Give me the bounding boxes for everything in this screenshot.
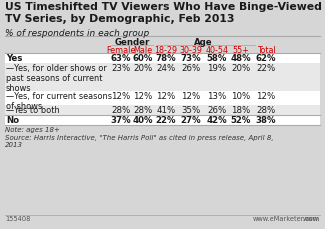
Text: 55+: 55+ <box>233 46 250 55</box>
Bar <box>5 105 320 115</box>
Text: 52%: 52% <box>231 116 251 125</box>
Text: 12%: 12% <box>256 92 276 101</box>
Text: 41%: 41% <box>156 106 176 115</box>
Text: Total: Total <box>257 46 275 55</box>
Text: —Yes, for older shows or
past seasons of current
shows: —Yes, for older shows or past seasons of… <box>6 64 107 93</box>
Text: —Yes to both: —Yes to both <box>6 106 60 115</box>
Text: US Timeshifted TV Viewers Who Have Binge-Viewed
TV Series, by Demographic, Feb 2: US Timeshifted TV Viewers Who Have Binge… <box>5 2 322 24</box>
Text: 22%: 22% <box>156 116 176 125</box>
Text: 58%: 58% <box>207 54 227 63</box>
Text: Gender: Gender <box>114 38 150 47</box>
Text: 23%: 23% <box>111 64 131 73</box>
Text: 20%: 20% <box>231 64 251 73</box>
Text: Female: Female <box>106 46 136 55</box>
Text: —Yes, for current seasons
of shows: —Yes, for current seasons of shows <box>6 92 112 111</box>
Bar <box>5 63 320 91</box>
Text: 19%: 19% <box>207 64 227 73</box>
Text: 26%: 26% <box>181 64 201 73</box>
Text: Age: Age <box>194 38 213 47</box>
Text: 63%: 63% <box>111 54 131 63</box>
Text: Yes: Yes <box>6 54 22 63</box>
Text: 40%: 40% <box>133 116 153 125</box>
Text: 48%: 48% <box>231 54 251 63</box>
Text: 12%: 12% <box>156 92 176 101</box>
Text: 13%: 13% <box>207 92 227 101</box>
Text: 12%: 12% <box>111 92 131 101</box>
Bar <box>5 53 320 125</box>
Text: 12%: 12% <box>133 92 153 101</box>
Text: www.: www. <box>302 216 320 222</box>
Text: 60%: 60% <box>133 54 153 63</box>
Text: 28%: 28% <box>256 106 276 115</box>
Text: 38%: 38% <box>256 116 276 125</box>
Text: 18-29: 18-29 <box>154 46 177 55</box>
Text: Male: Male <box>134 46 152 55</box>
Text: 40-54: 40-54 <box>205 46 228 55</box>
Text: 18%: 18% <box>231 106 251 115</box>
Text: 27%: 27% <box>181 116 201 125</box>
Text: 28%: 28% <box>111 106 131 115</box>
Text: 155408: 155408 <box>5 216 30 222</box>
Text: www.eMarketer.com: www.eMarketer.com <box>253 216 320 222</box>
Text: 28%: 28% <box>133 106 153 115</box>
Text: 73%: 73% <box>181 54 201 63</box>
Text: 30-39: 30-39 <box>179 46 202 55</box>
Text: No: No <box>6 116 19 125</box>
Text: Note: ages 18+
Source: Harris Interactive, "The Harris Poll" as cited in press r: Note: ages 18+ Source: Harris Interactiv… <box>5 127 274 148</box>
Text: 20%: 20% <box>133 64 153 73</box>
Text: 42%: 42% <box>207 116 227 125</box>
Text: 35%: 35% <box>181 106 201 115</box>
Text: % of respondents in each group: % of respondents in each group <box>5 29 149 38</box>
Text: 78%: 78% <box>156 54 176 63</box>
Bar <box>5 105 320 115</box>
Bar <box>5 63 320 91</box>
Text: 26%: 26% <box>207 106 227 115</box>
Text: 10%: 10% <box>231 92 251 101</box>
Text: 37%: 37% <box>111 116 131 125</box>
Text: 62%: 62% <box>256 54 276 63</box>
Text: 22%: 22% <box>256 64 276 73</box>
Text: 24%: 24% <box>156 64 176 73</box>
Text: 12%: 12% <box>181 92 201 101</box>
